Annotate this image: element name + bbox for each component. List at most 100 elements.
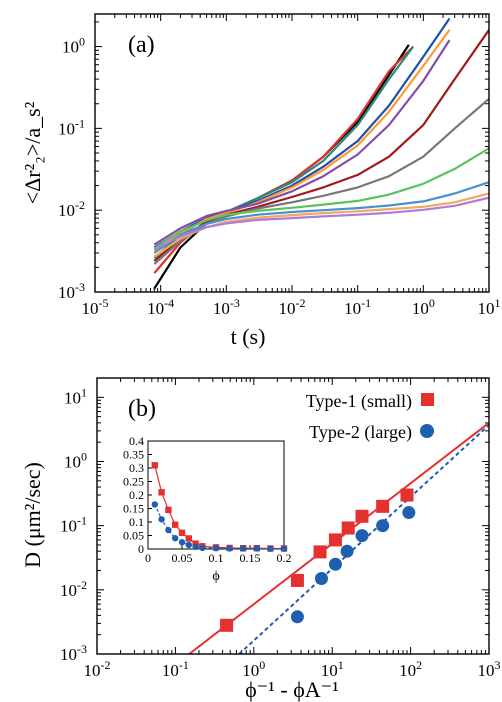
msd-curve-6 <box>153 39 451 246</box>
inset-type2-point <box>226 545 233 552</box>
inset-xlabel: ϕ <box>212 569 219 584</box>
panel-b-inset: 0 0.05 0.1 0.15 0.200.050.10.150.20.250.30.3… <box>123 434 292 584</box>
inset-ytick-label: 0.3 <box>129 461 144 475</box>
panel-b-xtick-label: 10-2 <box>84 658 111 680</box>
inset-ytick-label: 0.2 <box>129 488 144 502</box>
inset-type1-point <box>178 529 186 536</box>
inset-xtick-label: 0.15 <box>240 551 261 565</box>
inset-type2-point <box>212 544 220 552</box>
inset-xtick-label: 0.1 <box>209 551 224 565</box>
msd-curve-10 <box>153 181 489 254</box>
inset-type1-point <box>158 489 165 496</box>
type1-point <box>313 545 327 559</box>
panel-b-points <box>220 488 416 632</box>
panel-a-xtick-label: 10-3 <box>213 296 240 318</box>
type1-point <box>355 509 369 523</box>
panel-a-ytick-label: 10-1 <box>58 116 85 138</box>
type2-point <box>340 544 354 558</box>
panel-a-frame <box>94 13 490 293</box>
inset-type1-point <box>165 506 172 514</box>
inset-type2-point <box>158 516 165 523</box>
inset-type1-point <box>172 521 179 528</box>
type1-point <box>400 488 414 502</box>
inset-ytick-label: 0.25 <box>123 475 144 489</box>
msd-curve-12 <box>153 196 489 251</box>
inset-type2-point <box>267 545 274 552</box>
panel-a-xtick-label: 10-5 <box>82 296 109 318</box>
type2-point <box>328 557 342 571</box>
inset-ytick-label: 0.05 <box>123 529 144 543</box>
inset-type1-point <box>151 462 158 469</box>
legend-type1-marker <box>421 393 434 406</box>
panel-a-ytick-label: 10-2 <box>58 198 85 220</box>
panel-b-xtick-label: 101 <box>321 658 344 680</box>
panel-b-ytick-label: 101 <box>64 385 87 407</box>
msd-curve-2 <box>153 45 414 274</box>
panel-a-series <box>153 17 489 290</box>
inset-xtick-label: 0.05 <box>172 551 193 565</box>
inset-type2-point <box>185 541 192 549</box>
panel-a-xtick-label: 10-2 <box>279 296 306 318</box>
legend-type2-label: Type-2 (large) <box>309 422 412 443</box>
inset-type2-point <box>280 545 288 552</box>
panel-a-ytick-label: 100 <box>62 35 85 57</box>
panel-b-xtick-label: 102 <box>399 658 422 680</box>
panel-b-ylabel: D (μm²/sec) <box>20 462 45 568</box>
inset-ytick-label: 0.1 <box>129 515 144 529</box>
panel-b-ylabel-text: D (μm²/sec) <box>20 462 45 568</box>
type2-point <box>402 506 416 520</box>
legend-type2-marker <box>420 424 434 438</box>
panel-a-ylabel-text: <Δr²₂>/a_s² <box>20 101 45 204</box>
msd-curve-8 <box>153 97 489 265</box>
inset-ytick-label: 0.4 <box>129 434 144 448</box>
msd-curve-9 <box>153 147 489 250</box>
type1-point <box>290 573 304 587</box>
type2-point <box>355 529 369 543</box>
msd-curve-4 <box>153 17 451 249</box>
panel-b-legend: Type-1 (small) Type-2 (large) <box>306 391 434 443</box>
inset-ytick-label: 0.35 <box>123 448 144 462</box>
panel-b-xtick-label: 103 <box>478 658 501 680</box>
panel-a-ylabel: <Δr²₂>/a_s² <box>20 101 45 204</box>
panel-a: 10-5 10-4 10-3 10-2 10-1 100 101 10-3 10-2 10-1 10… <box>20 13 501 349</box>
panel-a-xtick-label: 10-1 <box>344 296 371 318</box>
panel-b-label: (b) <box>128 396 156 422</box>
inset-type2-point <box>192 543 199 551</box>
panel-a-xtick-label: 10-4 <box>147 296 174 318</box>
inset-xtick-label: 0.2 <box>277 551 292 565</box>
panel-a-xtick-label: 101 <box>478 296 501 318</box>
type2-point <box>290 610 304 624</box>
inset-ytick-label: 0.15 <box>123 502 144 516</box>
panel-a-label: (a) <box>128 32 155 58</box>
panel-b-ytick-label: 100 <box>64 449 87 471</box>
panel-b-frame <box>96 377 490 655</box>
inset-type2-point <box>151 501 158 508</box>
inset-ticks: 0 0.05 0.1 0.15 0.200.050.10.150.20.250.30.3… <box>123 434 292 565</box>
type2-point <box>376 519 390 533</box>
inset-type2-point <box>253 545 260 552</box>
panel-a-ticks: 10-5 10-4 10-3 10-2 10-1 100 101 10-3 10-2 10-1 10… <box>58 14 501 318</box>
panel-a-ytick-label: 10-3 <box>58 280 85 302</box>
type1-point <box>376 499 390 513</box>
type1-point <box>328 533 342 547</box>
inset-type2-point <box>240 545 247 552</box>
type2-point <box>314 572 328 586</box>
inset-type2-point <box>199 544 206 552</box>
panel-a-xlabel: t (s) <box>231 324 266 349</box>
type1-point <box>220 618 234 632</box>
panel-b-ytick-label: 10-2 <box>60 578 87 600</box>
panel-b-xlabel: ϕ⁻¹ - ϕA⁻¹ <box>245 677 339 702</box>
type1-point <box>341 521 355 535</box>
panel-a-xtick-label: 100 <box>412 296 435 318</box>
inset-ytick-label: 0 <box>138 542 144 556</box>
inset-type2-point <box>165 526 172 534</box>
inset-type2-point <box>172 535 179 542</box>
inset-type2-point <box>178 539 186 546</box>
panel-b-xtick-label: 100 <box>242 658 265 680</box>
inset-xtick-label: 0 <box>145 551 151 565</box>
legend-type1-label: Type-1 (small) <box>306 391 412 412</box>
inset-type1-point <box>185 535 192 542</box>
